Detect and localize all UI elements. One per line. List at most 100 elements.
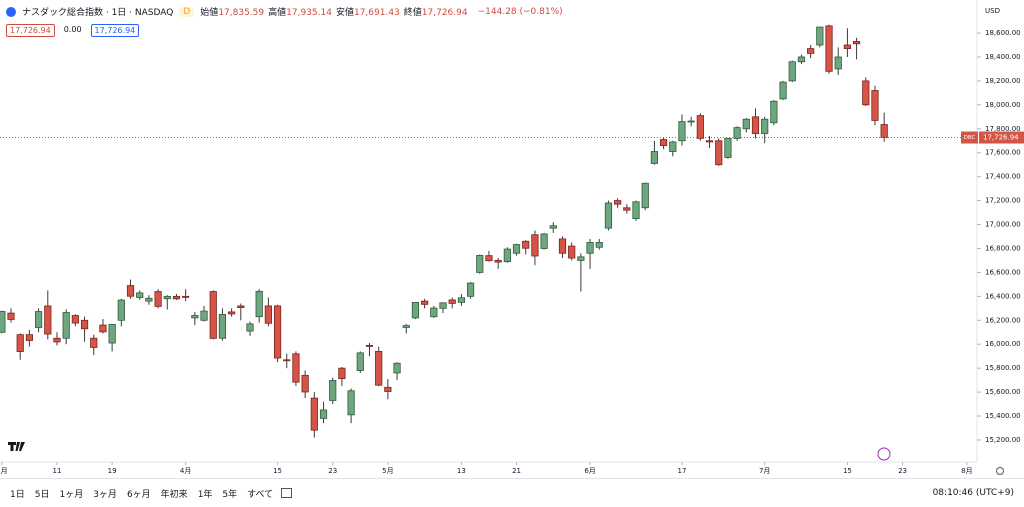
- candle-body: [292, 353, 300, 383]
- candle-body: [485, 255, 493, 262]
- range-button[interactable]: 3ヶ月: [93, 489, 117, 500]
- candle-body: [237, 305, 245, 309]
- candle-body: [659, 139, 668, 146]
- y-tick-label: 17,000.00: [985, 221, 1021, 229]
- clock: 08:10:46 (UTC+9): [932, 488, 1014, 498]
- candle-body: [632, 201, 640, 219]
- range-button[interactable]: 1日: [10, 489, 25, 500]
- candle-body: [678, 121, 686, 142]
- candle-body: [586, 242, 594, 254]
- events-icon[interactable]: [877, 447, 891, 461]
- change: −144.28 (−0.81%): [477, 6, 563, 17]
- candle-body: [126, 285, 135, 297]
- currency[interactable]: USD: [985, 7, 1000, 15]
- range-button[interactable]: 年初来: [160, 489, 188, 500]
- range-button[interactable]: すべて: [247, 489, 274, 500]
- candle-body: [108, 323, 116, 344]
- range-button[interactable]: 5日: [34, 489, 50, 500]
- symbol-title: ナスダック総合指数 · 1日 · NASDAQ: [22, 8, 174, 18]
- x-tick-label: 6月: [584, 467, 595, 475]
- candle-body: [347, 390, 355, 416]
- candle-body: [448, 299, 456, 304]
- y-tick-label: 17,200.00: [985, 197, 1021, 205]
- chart: 15,200.00 15,400.00 15,600.00 15,800.00 16,0…: [0, 0, 1024, 475]
- calendar-icon[interactable]: [281, 488, 293, 498]
- range-button[interactable]: 1ヶ月: [59, 489, 84, 500]
- value-box: 0.00: [63, 25, 82, 34]
- ohlc-value: 17,835.59: [218, 8, 265, 18]
- y-tick-label: 18,400.00: [985, 53, 1021, 61]
- candle-body: [797, 56, 806, 63]
- candle-body: [503, 248, 511, 263]
- candle-body: [770, 100, 778, 124]
- candle-body: [466, 282, 475, 297]
- candle-body: [558, 238, 567, 254]
- range-button[interactable]: 1年: [197, 489, 213, 500]
- y-tick-label: 17,800.00: [985, 125, 1021, 133]
- candle-body: [862, 80, 870, 106]
- candle-body: [843, 44, 852, 49]
- candle-body: [62, 312, 70, 339]
- tv-logo: [8, 442, 25, 451]
- ohlc-label: 始値: [200, 8, 219, 18]
- candle-body: [80, 319, 89, 330]
- x-tick-label: 13: [457, 467, 466, 475]
- candle-body: [16, 334, 24, 352]
- last-price-tag-box: [961, 131, 978, 144]
- candle-body: [512, 244, 521, 254]
- ohlc-label: 終値: [403, 8, 422, 18]
- candle-body: [457, 297, 465, 303]
- range-button[interactable]: 5年: [222, 489, 238, 500]
- candle-body: [384, 386, 392, 392]
- candle-body: [25, 334, 34, 341]
- ohlc-value: 17,935.14: [286, 8, 332, 18]
- candle-body: [310, 397, 318, 431]
- candle-body: [99, 324, 107, 333]
- candle-body: [0, 311, 6, 333]
- candle-body: [807, 48, 815, 54]
- candle-body: [182, 295, 190, 298]
- data-badge: D: [179, 6, 195, 17]
- candle-body: [329, 380, 337, 401]
- candle-body: [880, 124, 888, 138]
- value-box: 17,726.94: [90, 24, 140, 37]
- ohlc: 始値17,835.59 高値17,935.14 安値17,691.43 終値17,72…: [200, 5, 471, 18]
- ohlc-value: 17,726.94: [421, 8, 468, 18]
- symbol-icon: [6, 6, 16, 17]
- value-box: 17,726.94: [6, 24, 55, 37]
- candle-body: [614, 200, 622, 205]
- candle-body: [136, 292, 144, 298]
- candle-body: [715, 140, 723, 166]
- candle-body: [319, 409, 328, 419]
- settings-icon[interactable]: [996, 467, 1004, 475]
- x-tick-label: 23: [898, 467, 907, 475]
- candle-body: [871, 90, 879, 121]
- candle-body: [228, 311, 236, 315]
- candle-body: [163, 295, 171, 300]
- candle-body: [705, 140, 714, 143]
- x-tick-label: 15: [273, 467, 282, 475]
- y-tick-label: 16,200.00: [985, 316, 1021, 324]
- candle-body: [393, 362, 401, 374]
- candle-body: [338, 367, 346, 379]
- candle-body: [200, 310, 208, 321]
- y-tick-label: 17,600.00: [985, 149, 1021, 157]
- candle-body: [779, 81, 787, 100]
- x-tick-label: 8月: [961, 467, 972, 475]
- candle-body: [172, 295, 181, 300]
- y-tick-label: 15,400.00: [985, 412, 1021, 420]
- candle-body: [439, 302, 447, 309]
- y-tick-label: 18,000.00: [985, 101, 1021, 109]
- candle-body: [218, 314, 227, 339]
- candle-body: [90, 337, 98, 348]
- candle-body: [411, 302, 420, 319]
- candle-body: [44, 305, 52, 335]
- candle-body: [421, 300, 429, 305]
- y-tick-label: 15,600.00: [985, 388, 1021, 396]
- y-tick-label: 17,400.00: [985, 173, 1021, 181]
- range-button[interactable]: 6ヶ月: [126, 489, 151, 500]
- candle-body: [264, 305, 272, 324]
- x-tick-label: 5月: [382, 467, 393, 475]
- x-tick-label: 21: [512, 467, 521, 475]
